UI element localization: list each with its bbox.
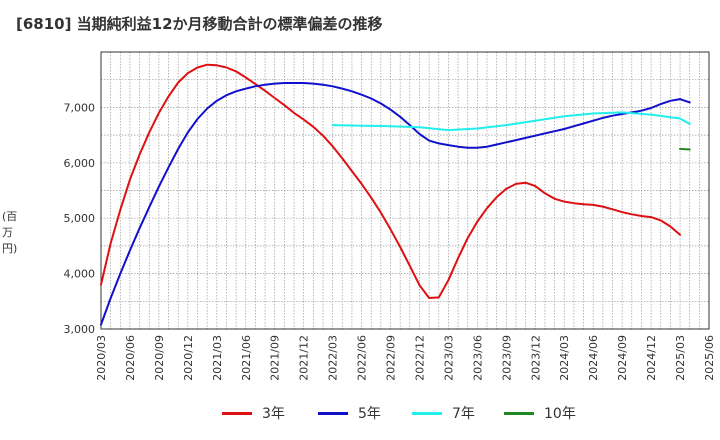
legend-swatch-3y <box>222 411 252 415</box>
x-tick-label: 2025/03 <box>674 335 687 381</box>
x-tick-label: 2023/06 <box>471 335 484 381</box>
chart-title: [6810] 当期純利益12か月移動合計の標準偏差の推移 <box>16 15 383 33</box>
series-lines <box>100 63 691 326</box>
x-tick-label: 2024/12 <box>645 335 658 381</box>
legend-label-7y: 7年 <box>452 406 475 422</box>
x-tick-label: 2023/12 <box>529 335 542 381</box>
x-tick-label: 2024/09 <box>616 335 629 381</box>
legend-label-10y: 10年 <box>544 406 576 422</box>
y-tick-label: 3,000 <box>64 323 96 336</box>
y-tick-label: 7,000 <box>64 101 96 114</box>
x-tick-label: 2022/06 <box>356 335 369 381</box>
x-axis-ticks: 2020/03 2020/06 2020/09 2020/12 2021/03 2021/… <box>95 335 716 381</box>
legend-item-7y: 7年 <box>412 403 475 423</box>
x-tick-label: 2022/12 <box>413 335 426 381</box>
x-tick-label: 2021/12 <box>298 335 311 381</box>
line-chart: 3,000 4,000 5,000 6,000 7,000 2020/03 2020/06… <box>64 51 716 381</box>
grid <box>101 52 709 329</box>
x-tick-label: 2021/09 <box>269 335 282 381</box>
x-tick-label: 2020/09 <box>153 335 166 381</box>
x-tick-label: 2020/03 <box>95 335 108 381</box>
y-axis-label: (百万円) <box>2 210 18 255</box>
y-tick-label: 6,000 <box>64 157 96 170</box>
legend-item-10y: 10年 <box>504 403 576 423</box>
x-tick-label: 2022/09 <box>385 335 398 381</box>
series-line-4 <box>679 147 691 151</box>
x-tick-label: 2021/06 <box>240 335 253 381</box>
y-tick-label: 5,000 <box>64 212 96 225</box>
series-line-3 <box>331 111 691 132</box>
plot-frame <box>100 51 710 330</box>
series-line-2 <box>100 82 691 326</box>
y-tick-label: 4,000 <box>64 268 96 281</box>
x-tick-label: 2024/03 <box>558 335 571 381</box>
x-tick-label: 2020/06 <box>124 335 137 381</box>
legend-swatch-10y <box>504 411 534 415</box>
x-tick-label: 2023/09 <box>500 335 513 381</box>
x-tick-label: 2025/06 <box>703 335 716 381</box>
x-tick-label: 2020/12 <box>182 335 195 381</box>
legend: 3年 5年 7年 10年 <box>0 403 720 427</box>
x-tick-label: 2023/03 <box>442 335 455 381</box>
legend-label-5y: 5年 <box>358 406 381 422</box>
legend-swatch-7y <box>412 411 442 415</box>
legend-swatch-5y <box>318 411 348 415</box>
series-line-1 <box>100 63 681 299</box>
legend-item-5y: 5年 <box>318 403 381 423</box>
x-tick-label: 2021/03 <box>211 335 224 381</box>
x-tick-label: 2022/03 <box>327 335 340 381</box>
legend-label-3y: 3年 <box>262 406 285 422</box>
y-axis-ticks: 3,000 4,000 5,000 6,000 7,000 <box>64 101 96 336</box>
x-tick-label: 2024/06 <box>587 335 600 381</box>
legend-item-3y: 3年 <box>222 403 285 423</box>
